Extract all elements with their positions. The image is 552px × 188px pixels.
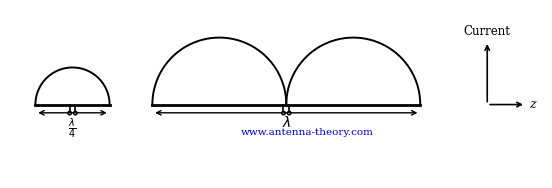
Text: $\frac{\lambda}{4}$: $\frac{\lambda}{4}$ — [68, 116, 77, 140]
Text: $\lambda$: $\lambda$ — [282, 115, 291, 130]
Text: Current: Current — [464, 25, 511, 38]
Text: www.antenna-theory.com: www.antenna-theory.com — [241, 128, 373, 137]
Text: z: z — [529, 98, 536, 111]
